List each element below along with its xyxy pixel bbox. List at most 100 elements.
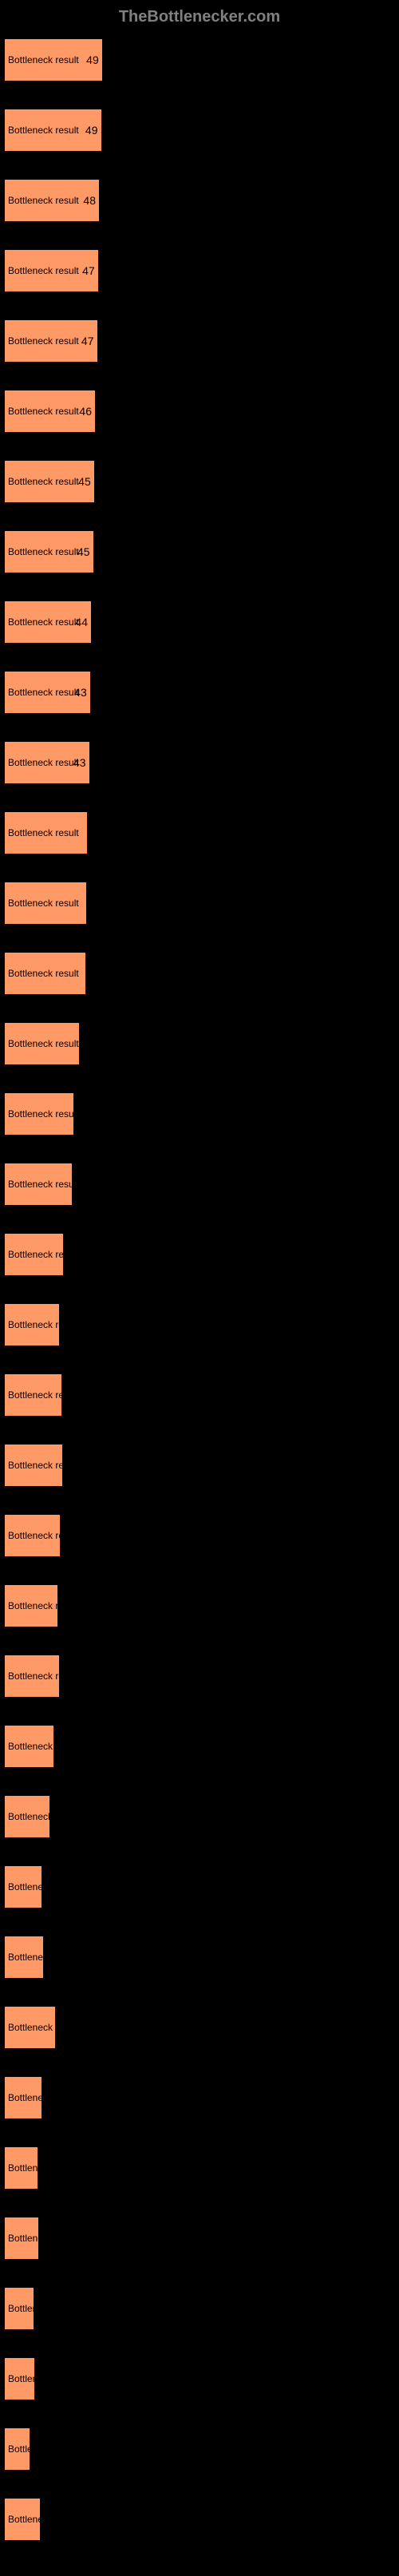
bar: Bottleneck result <box>4 1655 60 1698</box>
bar-row: Bottleneck result45 <box>4 460 399 503</box>
bar-row: Bottlen <box>4 2287 399 2330</box>
bar-text: Bottleneck <box>5 1952 43 1963</box>
bar: Bottleneck result <box>4 811 88 854</box>
bar: Bottleneck result46 <box>4 390 96 433</box>
bar: Bottleneck res <box>4 2006 56 2049</box>
bar-text: Bottleneck result <box>5 827 79 838</box>
bar: Bottleneck result <box>4 1514 61 1557</box>
bar-text: Bottleneck result <box>5 1600 57 1611</box>
bar-text: Bottleneck result <box>5 1249 63 1260</box>
bar-row: Bottleneck res <box>4 2006 399 2049</box>
bar-text: Bottle <box>5 2443 30 2455</box>
bar-value: 48 <box>83 194 96 207</box>
bar: Bottleneck result <box>4 1303 60 1346</box>
bar-text: Bottleneck result <box>5 125 79 136</box>
bar: Bottleneck result47 <box>4 249 99 292</box>
bar: Bottleneck result <box>4 882 87 925</box>
bar-row: Bottleneck result <box>4 1092 399 1135</box>
bar-text: Bottleneck result <box>5 54 79 65</box>
bar-row: Bottleneck result 49 <box>4 109 399 152</box>
bar-text: Bottleneck result <box>5 406 79 417</box>
bar-text: Bottleneck result <box>5 898 79 909</box>
bar-text: Bottlenec <box>5 2092 41 2103</box>
bar-text: Bottleneck result <box>5 1530 60 1541</box>
bar-row: Bottleneck result43 <box>4 671 399 714</box>
bar-row: Bottlene <box>4 2217 399 2260</box>
bar-text: Bottleneck result <box>5 1460 62 1471</box>
bar: Bottleneck result <box>4 1163 73 1206</box>
bar-row: Bottleneck result <box>4 1514 399 1557</box>
bar: Bottleneck result <box>4 952 86 995</box>
bar-value: 46 <box>79 405 92 418</box>
bar: Bottleneck result <box>4 1092 74 1135</box>
bar-text: Bottleneck result <box>5 335 79 347</box>
bar-row: Bottleneck result43 <box>4 741 399 784</box>
bar: Bottleneck result 48 <box>4 179 100 222</box>
bar-value: 49 <box>85 124 98 137</box>
bar: Bottleneck result <box>4 1022 80 1065</box>
bar-row: Bottleneck r <box>4 1795 399 1838</box>
bar-row: Bottleneck result 49 <box>4 38 399 81</box>
bar-text: Bottlene <box>5 2233 38 2244</box>
bar-value: 47 <box>81 335 94 347</box>
bar: Bottlene <box>4 2146 38 2190</box>
bar-value: 44 <box>75 616 88 628</box>
bar-text: Bottleneck re <box>5 1741 53 1752</box>
bar: Bottleneck result44 <box>4 600 92 644</box>
bar: Bottleneck result47 <box>4 319 98 363</box>
bar-row: Bottlen <box>4 2357 399 2400</box>
bar-row: Bottle <box>4 2427 399 2471</box>
bar-text: Bottleneck result <box>5 265 79 276</box>
bar-text: Bottleneck result <box>5 757 79 768</box>
bar: Bottleneck r <box>4 1795 50 1838</box>
bar-text: Bottleneck r <box>5 1811 49 1822</box>
bar-value: 47 <box>82 264 95 277</box>
bar-row: Bottleneck result <box>4 1373 399 1417</box>
bar: Bottleneck result43 <box>4 671 91 714</box>
bar-row: Bottleneck result <box>4 1655 399 1698</box>
bar: Bottleneck re <box>4 1725 54 1768</box>
bar: Bottleneck result <box>4 1233 64 1276</box>
bar: Bottleneck result 49 <box>4 109 102 152</box>
bar-text: Bottleneck result <box>5 1389 61 1401</box>
bar-text: Bottlen <box>5 2303 34 2314</box>
bar-text: Bottleneck result <box>5 546 79 557</box>
bar-row: Bottleneck result 48 <box>4 179 399 222</box>
bar-row: Bottleneck result <box>4 1022 399 1065</box>
bar-row: Bottlenec <box>4 1865 399 1908</box>
bar-row: Bottleneck result <box>4 1444 399 1487</box>
bar-row: Bottleneck result <box>4 1303 399 1346</box>
bar-text: Bottleneck result <box>5 1319 59 1330</box>
bar-row: Bottleneck result <box>4 811 399 854</box>
bar-text: Bottleneck result <box>5 195 79 206</box>
bar-value: 49 <box>86 54 99 66</box>
bar-text: Bottleneck result <box>5 1179 72 1190</box>
bar: Bottlen <box>4 2287 34 2330</box>
bar-row: Bottlene <box>4 2146 399 2190</box>
bar-text: Bottleneck result <box>5 968 79 979</box>
bar-row: Bottleneck result44 <box>4 600 399 644</box>
bar-row: Bottleneck <box>4 1936 399 1979</box>
bar-value: 43 <box>74 686 87 699</box>
bar-text: Bottleneck result <box>5 616 79 628</box>
bar: Bottleneck result <box>4 1373 62 1417</box>
bottleneck-chart: Bottleneck result49Bottleneck result49Bo… <box>0 38 399 2541</box>
bar-row: Bottleneck result <box>4 1584 399 1627</box>
bar-row: Bottleneck result45 <box>4 530 399 573</box>
bar: Bottlen <box>4 2357 35 2400</box>
bar: Bottleneck result45 <box>4 460 95 503</box>
bar-row: Bottleneck result47 <box>4 249 399 292</box>
bar: Bottlenec <box>4 1865 42 1908</box>
bar: Bottlenec <box>4 2076 42 2119</box>
bar: Bottleneck result45 <box>4 530 94 573</box>
bar-text: Bottleneck res <box>5 2022 55 2033</box>
bar-text: Bottlenec <box>5 2514 40 2525</box>
bar-value: 45 <box>78 475 91 488</box>
bar: Bottleneck result 49 <box>4 38 103 81</box>
bar-row: Bottleneck result46 <box>4 390 399 433</box>
bar-text: Bottlenec <box>5 1881 41 1892</box>
bar-text: Bottleneck result <box>5 1108 73 1120</box>
bar-text: Bottleneck result <box>5 1670 59 1682</box>
site-header: TheBottlenecker.com <box>0 8 399 26</box>
bar: Bottleneck result <box>4 1444 63 1487</box>
